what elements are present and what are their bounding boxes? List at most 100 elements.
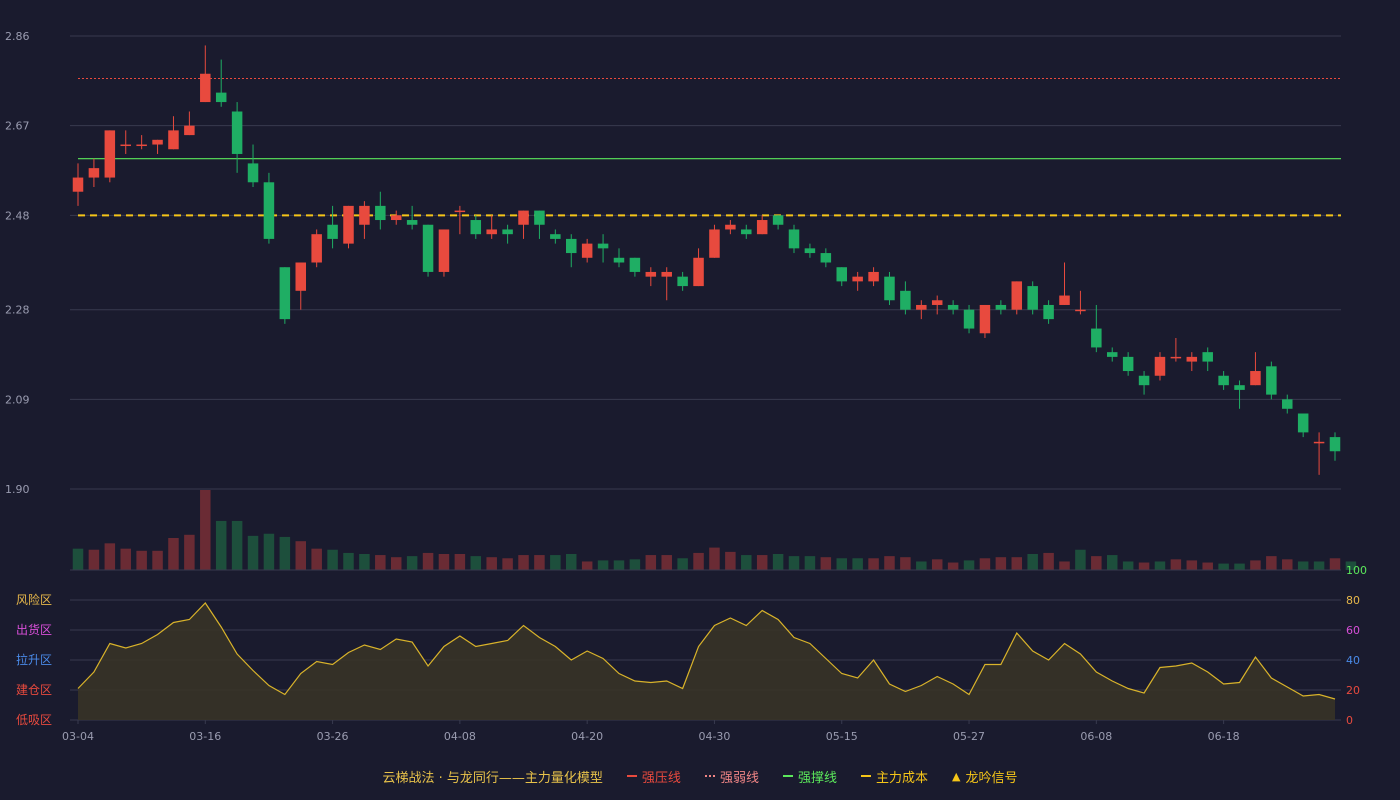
- volume-bar: [1345, 561, 1357, 570]
- volume-bar: [804, 556, 816, 570]
- candle-body: [1106, 352, 1118, 357]
- candle-body: [629, 257, 641, 272]
- volume-bar: [184, 534, 195, 570]
- x-tick-label: 04-30: [698, 730, 730, 743]
- legend-dragon-signal[interactable]: ▲ 龙吟信号: [952, 767, 1017, 786]
- candle-body: [1234, 385, 1245, 390]
- candle-body: [1218, 375, 1229, 386]
- legend-title: 云梯战法 · 与龙同行——主力量化模型: [383, 767, 603, 786]
- candle-body: [120, 144, 131, 147]
- candle-body: [136, 144, 147, 147]
- volume-bar: [756, 555, 768, 570]
- volume-bar: [215, 520, 227, 570]
- candle-body: [1122, 356, 1134, 372]
- candle-body: [168, 130, 179, 150]
- candle-body: [741, 229, 752, 235]
- volume-bar: [390, 557, 402, 570]
- volume-bar: [152, 550, 163, 570]
- x-tick-label: 05-27: [953, 730, 985, 743]
- candle-body: [438, 229, 450, 272]
- candle-body: [1313, 441, 1325, 444]
- volume-bar: [995, 557, 1007, 570]
- candle-body: [947, 304, 959, 310]
- volume-bar: [788, 556, 800, 570]
- volume-bar: [1234, 563, 1245, 570]
- candle-body: [1297, 413, 1309, 433]
- volume-bar: [597, 560, 609, 570]
- candle-body: [215, 92, 227, 103]
- volume-bar: [868, 558, 879, 570]
- volume-bar: [916, 561, 927, 570]
- candle-body: [104, 130, 116, 178]
- candle-body: [1075, 309, 1086, 312]
- legend-pressure-swatch: [626, 775, 637, 777]
- legend-strength-label: 强弱线: [719, 770, 759, 786]
- candle-body: [772, 215, 784, 225]
- volume-bar: [1170, 559, 1182, 570]
- x-tick-label: 03-04: [62, 730, 94, 743]
- candle-body: [597, 243, 609, 249]
- candlestick-chart: 2.86 2.67 2.48 2.28 2.09 1.90 100 80 60 40 20 0 风险区出…: [5, 30, 1367, 743]
- volume-bar: [311, 548, 322, 570]
- legend-support-swatch: [782, 775, 793, 777]
- x-tick-label: 06-18: [1208, 730, 1240, 743]
- candle-body: [1138, 375, 1150, 386]
- volume-bar: [1202, 562, 1213, 570]
- volume-bar: [375, 555, 386, 570]
- candle-body: [1202, 352, 1213, 362]
- candle-body: [1250, 371, 1261, 386]
- candle-body: [581, 243, 593, 258]
- legend-support-label: 强撑线: [797, 770, 837, 786]
- price-tick-label: 2.48: [5, 209, 30, 222]
- volume-bar: [200, 490, 211, 570]
- x-tick-label: 06-08: [1080, 730, 1112, 743]
- price-tick-label: 2.28: [5, 304, 30, 317]
- volume-bar: [677, 558, 688, 570]
- osc-tick-label: 20: [1346, 684, 1360, 697]
- candle-body: [963, 309, 975, 329]
- volume-bar: [645, 555, 657, 570]
- candle-body: [375, 205, 386, 221]
- volume-bar: [1075, 549, 1086, 570]
- volume-bar: [979, 558, 991, 570]
- candle-body: [1282, 399, 1293, 409]
- volume-bar: [343, 552, 354, 570]
- volume-bar: [438, 554, 450, 570]
- volume-bar: [1297, 561, 1309, 570]
- legend-support-line[interactable]: 强撑线: [782, 767, 837, 786]
- volume-bar: [1138, 562, 1150, 570]
- candle-body: [406, 220, 418, 225]
- volume-bar: [263, 533, 275, 570]
- volume-bar: [1027, 554, 1038, 570]
- volume-bar: [136, 550, 147, 570]
- legend-cost-line[interactable]: 主力成本: [860, 767, 928, 786]
- candle-body: [979, 304, 991, 334]
- volume-bar: [1250, 560, 1261, 570]
- triangle-icon: ▲: [951, 769, 961, 783]
- candle-body: [677, 276, 688, 287]
- candle-body: [995, 304, 1007, 310]
- x-tick-label: 04-20: [571, 730, 603, 743]
- volume-bar: [518, 555, 529, 570]
- legend-strength-line[interactable]: 强弱线: [704, 767, 759, 786]
- candle-body: [645, 271, 657, 277]
- candle-body: [916, 304, 927, 310]
- volume-bar: [1329, 558, 1341, 570]
- volume-bar: [836, 558, 847, 570]
- volume-bar: [231, 520, 243, 570]
- volume-bar: [693, 552, 704, 570]
- candle-body: [422, 224, 434, 272]
- legend-pressure-line[interactable]: 强压线: [626, 767, 681, 786]
- legend-pressure-label: 强压线: [641, 770, 681, 786]
- osc-tick-label: 0: [1346, 714, 1353, 727]
- candle-body: [804, 248, 816, 254]
- volume-bar: [1218, 563, 1229, 570]
- volume-bar: [741, 555, 752, 570]
- candle-body: [343, 205, 354, 244]
- volume-bar: [327, 549, 338, 570]
- candle-body: [1043, 304, 1054, 320]
- candle-body: [1027, 286, 1038, 310]
- candle-body: [359, 205, 370, 225]
- candle-body: [390, 215, 402, 221]
- candle-body: [470, 220, 482, 235]
